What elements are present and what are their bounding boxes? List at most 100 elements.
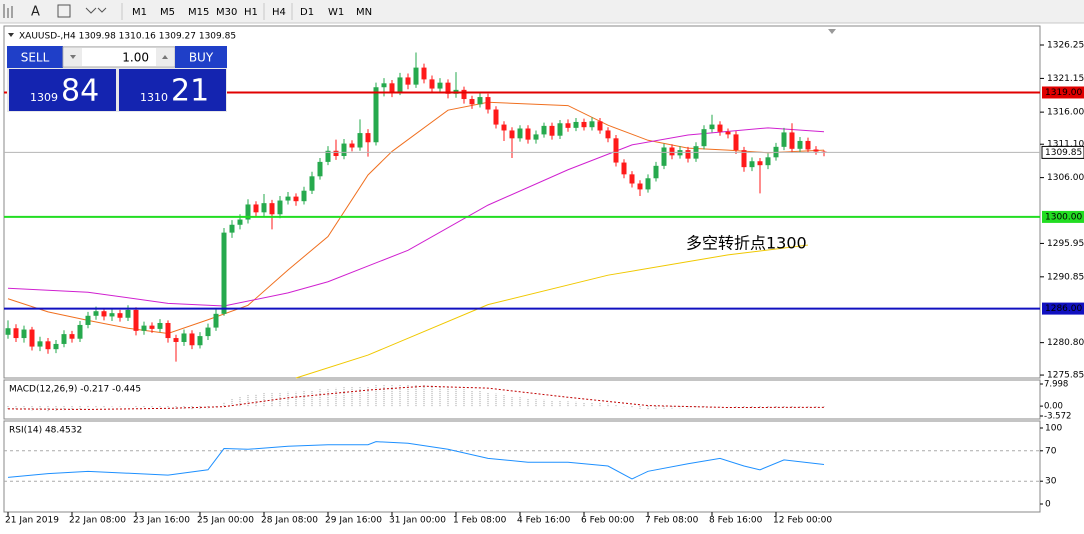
candle-body bbox=[101, 311, 107, 317]
candle-body bbox=[429, 79, 435, 89]
timeframe-button[interactable]: D1 bbox=[300, 7, 314, 18]
sell-button[interactable] bbox=[7, 46, 63, 68]
toolbar-bg bbox=[0, 0, 1084, 23]
y-tick-label: 1311.10 bbox=[1047, 140, 1084, 150]
candle-body bbox=[813, 149, 819, 152]
trade-panel: SELL 1.00 BUY 1309 84 1310 21 bbox=[7, 46, 227, 112]
candle-body bbox=[661, 147, 667, 166]
x-tick-label: 31 Jan 00:00 bbox=[389, 516, 446, 526]
timeframe-button[interactable]: M15 bbox=[188, 7, 209, 18]
sell-price-box[interactable] bbox=[9, 69, 116, 111]
candle-body bbox=[765, 157, 771, 166]
candle-body bbox=[53, 343, 59, 350]
candle-body bbox=[125, 309, 131, 318]
buy-price-box[interactable] bbox=[119, 69, 226, 111]
x-tick-label: 28 Jan 08:00 bbox=[261, 516, 318, 526]
candle-body bbox=[45, 341, 51, 350]
rsi-line bbox=[7, 441, 825, 480]
y-tick-label: 1316.00 bbox=[1047, 108, 1084, 118]
buy-label[interactable]: BUY bbox=[189, 51, 214, 65]
candle-body bbox=[669, 147, 675, 156]
candle-body bbox=[645, 178, 651, 190]
y-tick-label: 1295.95 bbox=[1047, 239, 1084, 249]
candle-body bbox=[365, 133, 371, 143]
candle-body bbox=[157, 322, 163, 329]
sell-price-big: 84 bbox=[61, 74, 99, 109]
rsi-frame bbox=[3, 420, 1041, 513]
candle-body bbox=[501, 124, 507, 131]
candle-body bbox=[749, 161, 755, 168]
y-tick-label: 70 bbox=[1045, 446, 1057, 456]
shapes-tool[interactable] bbox=[85, 7, 107, 14]
chart-shift-marker bbox=[828, 29, 836, 34]
timeframe-button[interactable]: W1 bbox=[328, 7, 344, 18]
candle-body bbox=[797, 140, 803, 149]
chart-icon[interactable] bbox=[3, 4, 13, 18]
candle-body bbox=[317, 161, 323, 177]
annotation: 多空转折点1300 bbox=[686, 234, 807, 253]
macd-title: MACD(12,26,9) -0.217 -0.445 bbox=[9, 385, 141, 395]
y-tick-label: 0 bbox=[1045, 500, 1051, 510]
timeframe-button[interactable]: H1 bbox=[244, 7, 258, 18]
y-tick-label: 1306.00 bbox=[1047, 173, 1084, 183]
candle-body bbox=[717, 124, 723, 132]
buy-button[interactable] bbox=[175, 46, 227, 68]
y-tick-label: 1326.25 bbox=[1047, 41, 1084, 51]
candle-body bbox=[701, 129, 707, 147]
y-tick-label: 1275.85 bbox=[1047, 371, 1084, 381]
candle-body bbox=[653, 165, 659, 179]
sell-label[interactable]: SELL bbox=[21, 51, 50, 65]
candle-body bbox=[269, 203, 275, 215]
x-tick-label: 12 Feb 00:00 bbox=[773, 516, 832, 526]
text-tool[interactable]: A bbox=[31, 5, 40, 20]
sell-price-small: 1309 bbox=[30, 91, 58, 104]
level-label: 1286.00 bbox=[1045, 304, 1082, 314]
y-tick-label: 30 bbox=[1045, 477, 1057, 487]
timeframe-button[interactable]: MN bbox=[356, 7, 372, 18]
candle-body bbox=[389, 83, 395, 92]
timeframe-button[interactable]: M5 bbox=[160, 7, 175, 18]
y-tick-label: 7.998 bbox=[1044, 380, 1068, 390]
lot-value[interactable]: 1.00 bbox=[122, 51, 149, 65]
y-tick-label: -3.572 bbox=[1044, 412, 1071, 422]
candle-body bbox=[277, 200, 283, 215]
candle-body bbox=[613, 138, 619, 163]
candle-body bbox=[117, 313, 123, 318]
candle-body bbox=[13, 328, 19, 339]
candle-body bbox=[733, 134, 739, 151]
x-tick-label: 4 Feb 16:00 bbox=[517, 516, 571, 526]
candle-body bbox=[565, 123, 571, 128]
timeframe-button[interactable]: H4 bbox=[272, 7, 286, 18]
candle-body bbox=[61, 334, 67, 344]
candle-body bbox=[341, 143, 347, 157]
candle-body bbox=[405, 77, 411, 85]
toolbar: A bbox=[0, 0, 1084, 24]
timeframe-button[interactable]: M1 bbox=[132, 7, 147, 18]
candle-body bbox=[229, 224, 235, 233]
candle-body bbox=[149, 325, 155, 329]
candle-body bbox=[549, 125, 555, 136]
candle-body bbox=[261, 203, 267, 213]
candle-body bbox=[5, 328, 11, 335]
candle-body bbox=[253, 204, 259, 213]
candle-body bbox=[221, 232, 227, 314]
y-tick-label: 0.00 bbox=[1044, 402, 1063, 412]
candle-body bbox=[197, 336, 203, 346]
candle-body bbox=[589, 121, 595, 128]
macd-frame bbox=[3, 379, 1041, 420]
rsi-title: RSI(14) 48.4532 bbox=[9, 426, 82, 436]
candle-body bbox=[757, 161, 763, 166]
candle-body bbox=[333, 150, 339, 157]
candle-body bbox=[309, 176, 315, 191]
candle-body bbox=[357, 133, 363, 148]
x-tick-label: 23 Jan 16:00 bbox=[133, 516, 190, 526]
candle-body bbox=[29, 329, 35, 347]
candle-body bbox=[285, 196, 291, 201]
label-tool[interactable] bbox=[57, 4, 71, 18]
moving-average bbox=[295, 244, 809, 379]
x-tick-label: 21 Jan 2019 bbox=[5, 516, 59, 526]
candle-body bbox=[509, 130, 515, 139]
timeframe-button[interactable]: M30 bbox=[216, 7, 237, 18]
current-price-box bbox=[1041, 145, 1084, 159]
timeframes: M1 M5 M15 M30 H1 H4 D1 W1 MN bbox=[132, 3, 372, 20]
